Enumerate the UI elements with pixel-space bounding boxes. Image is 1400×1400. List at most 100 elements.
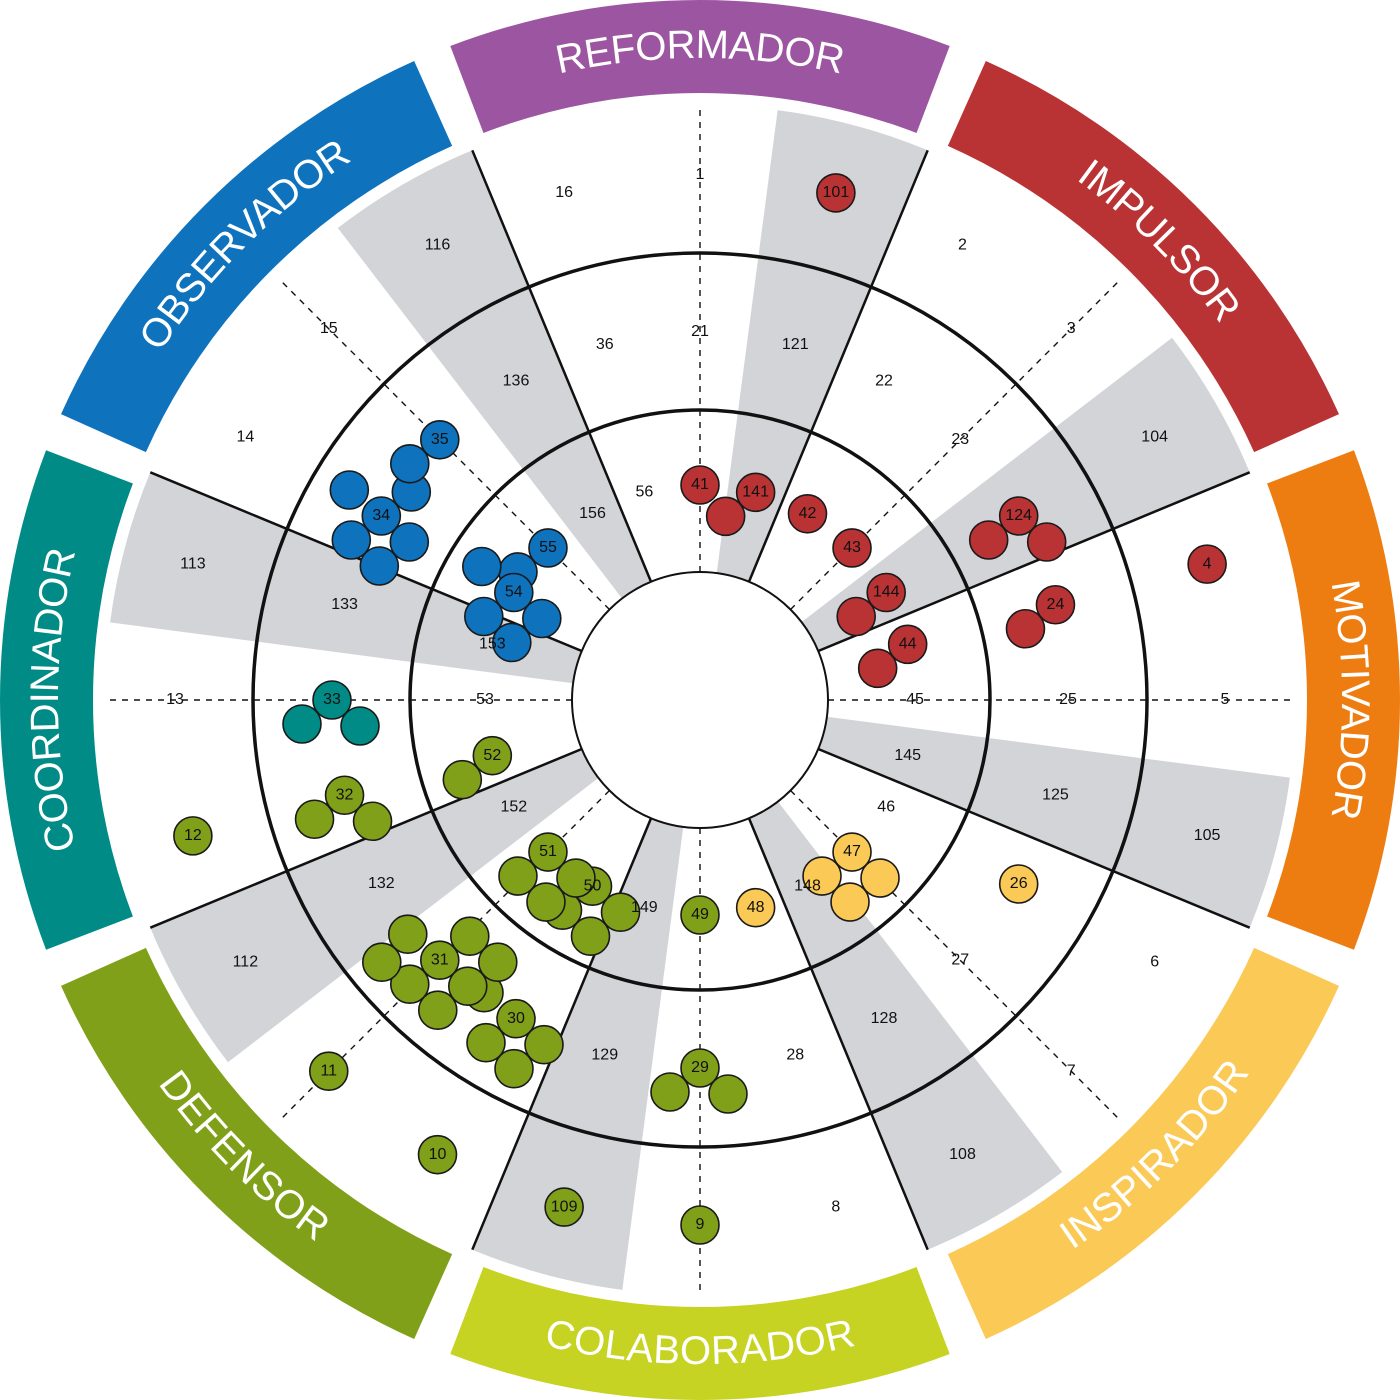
marker [735,472,776,513]
marker [389,964,430,1005]
marker [528,528,568,568]
marker [494,572,534,613]
marker [998,864,1039,904]
cell-label: 121 [782,336,809,353]
cell-label: 104 [1141,429,1168,446]
gray-sector [337,150,652,599]
gray-sector [818,716,1290,928]
cell-label: 11 [320,1062,337,1079]
group-divider [747,817,929,1251]
cell-label: 24 [1047,596,1065,613]
marker [340,706,380,746]
cell-label: 8 [831,1198,840,1215]
marker [1187,544,1227,584]
group-divider [817,747,1251,929]
marker [968,520,1009,560]
cell-label: 156 [579,505,606,522]
cell-label: 112 [233,954,259,971]
cell-label: 149 [631,899,658,916]
cell-label: 55 [539,539,557,556]
marker [464,596,504,637]
cell-label: 3 [1067,320,1076,337]
cell-label: 54 [505,584,523,601]
cell-label: 46 [877,799,895,816]
cell-label: 51 [539,843,557,860]
marker [524,1024,564,1065]
group-divider [817,471,1251,653]
marker [680,1048,720,1088]
cell-label: 25 [1059,691,1077,708]
cell-label: 42 [799,505,817,522]
gray-sector [110,472,582,684]
role-segment [450,1267,950,1400]
role-segment [450,0,950,133]
marker [417,1134,458,1175]
marker [680,895,720,935]
cell-label: 23 [951,431,969,448]
marker [387,914,428,955]
marker [294,799,335,840]
cell-label: 50 [584,877,602,894]
marker [352,801,393,842]
marker [472,735,513,776]
cell-label: 125 [1042,786,1069,803]
cell-label: 21 [691,323,709,340]
marker [802,856,842,896]
marker [361,496,402,536]
cell-label: 113 [180,555,206,572]
cell-label: 4 [1203,555,1212,572]
group-divider [471,149,653,583]
cell-label: 12 [184,827,202,844]
marker [544,1187,584,1227]
cell-label: 44 [899,636,917,653]
marker [708,1074,748,1114]
cell-label: 116 [425,237,451,254]
role-segment [1267,450,1400,950]
cell-label: 56 [635,484,653,501]
gray-sector [472,818,684,1290]
cell-label: 49 [691,906,709,923]
marker [389,522,430,562]
marker [650,1072,690,1112]
role-segment [947,61,1339,453]
marker [361,942,402,983]
marker [570,916,611,956]
marker [442,759,483,800]
marker [329,470,370,510]
marker [816,173,856,213]
hub [571,571,829,829]
cell-label: 31 [431,951,449,968]
marker [173,816,213,856]
cell-label: 10 [429,1146,447,1163]
ring [408,408,992,992]
cell-label: 45 [906,691,924,708]
marker [735,887,776,928]
marker [477,942,518,983]
cell-label: 26 [1010,875,1028,892]
marker [498,856,538,896]
group-divider [747,149,929,583]
marker [887,624,928,665]
cell-label: 145 [894,747,921,764]
role-segment [61,947,453,1339]
cell-label: 27 [951,951,969,968]
marker [312,680,352,720]
marker [866,572,906,613]
marker [832,528,872,568]
marker [359,546,400,586]
ring [251,251,1149,1149]
marker [998,496,1039,536]
marker [522,598,562,639]
cell-label: 132 [368,875,395,892]
marker [860,858,900,898]
cell-label: 53 [476,691,494,708]
gray-sector [748,801,1063,1250]
cell-label: 153 [479,636,506,653]
role-segment [947,947,1339,1339]
cell-label: 15 [320,320,338,337]
marker [308,1051,349,1092]
cell-label: 6 [1150,954,1159,971]
cell-label: 144 [873,584,900,601]
